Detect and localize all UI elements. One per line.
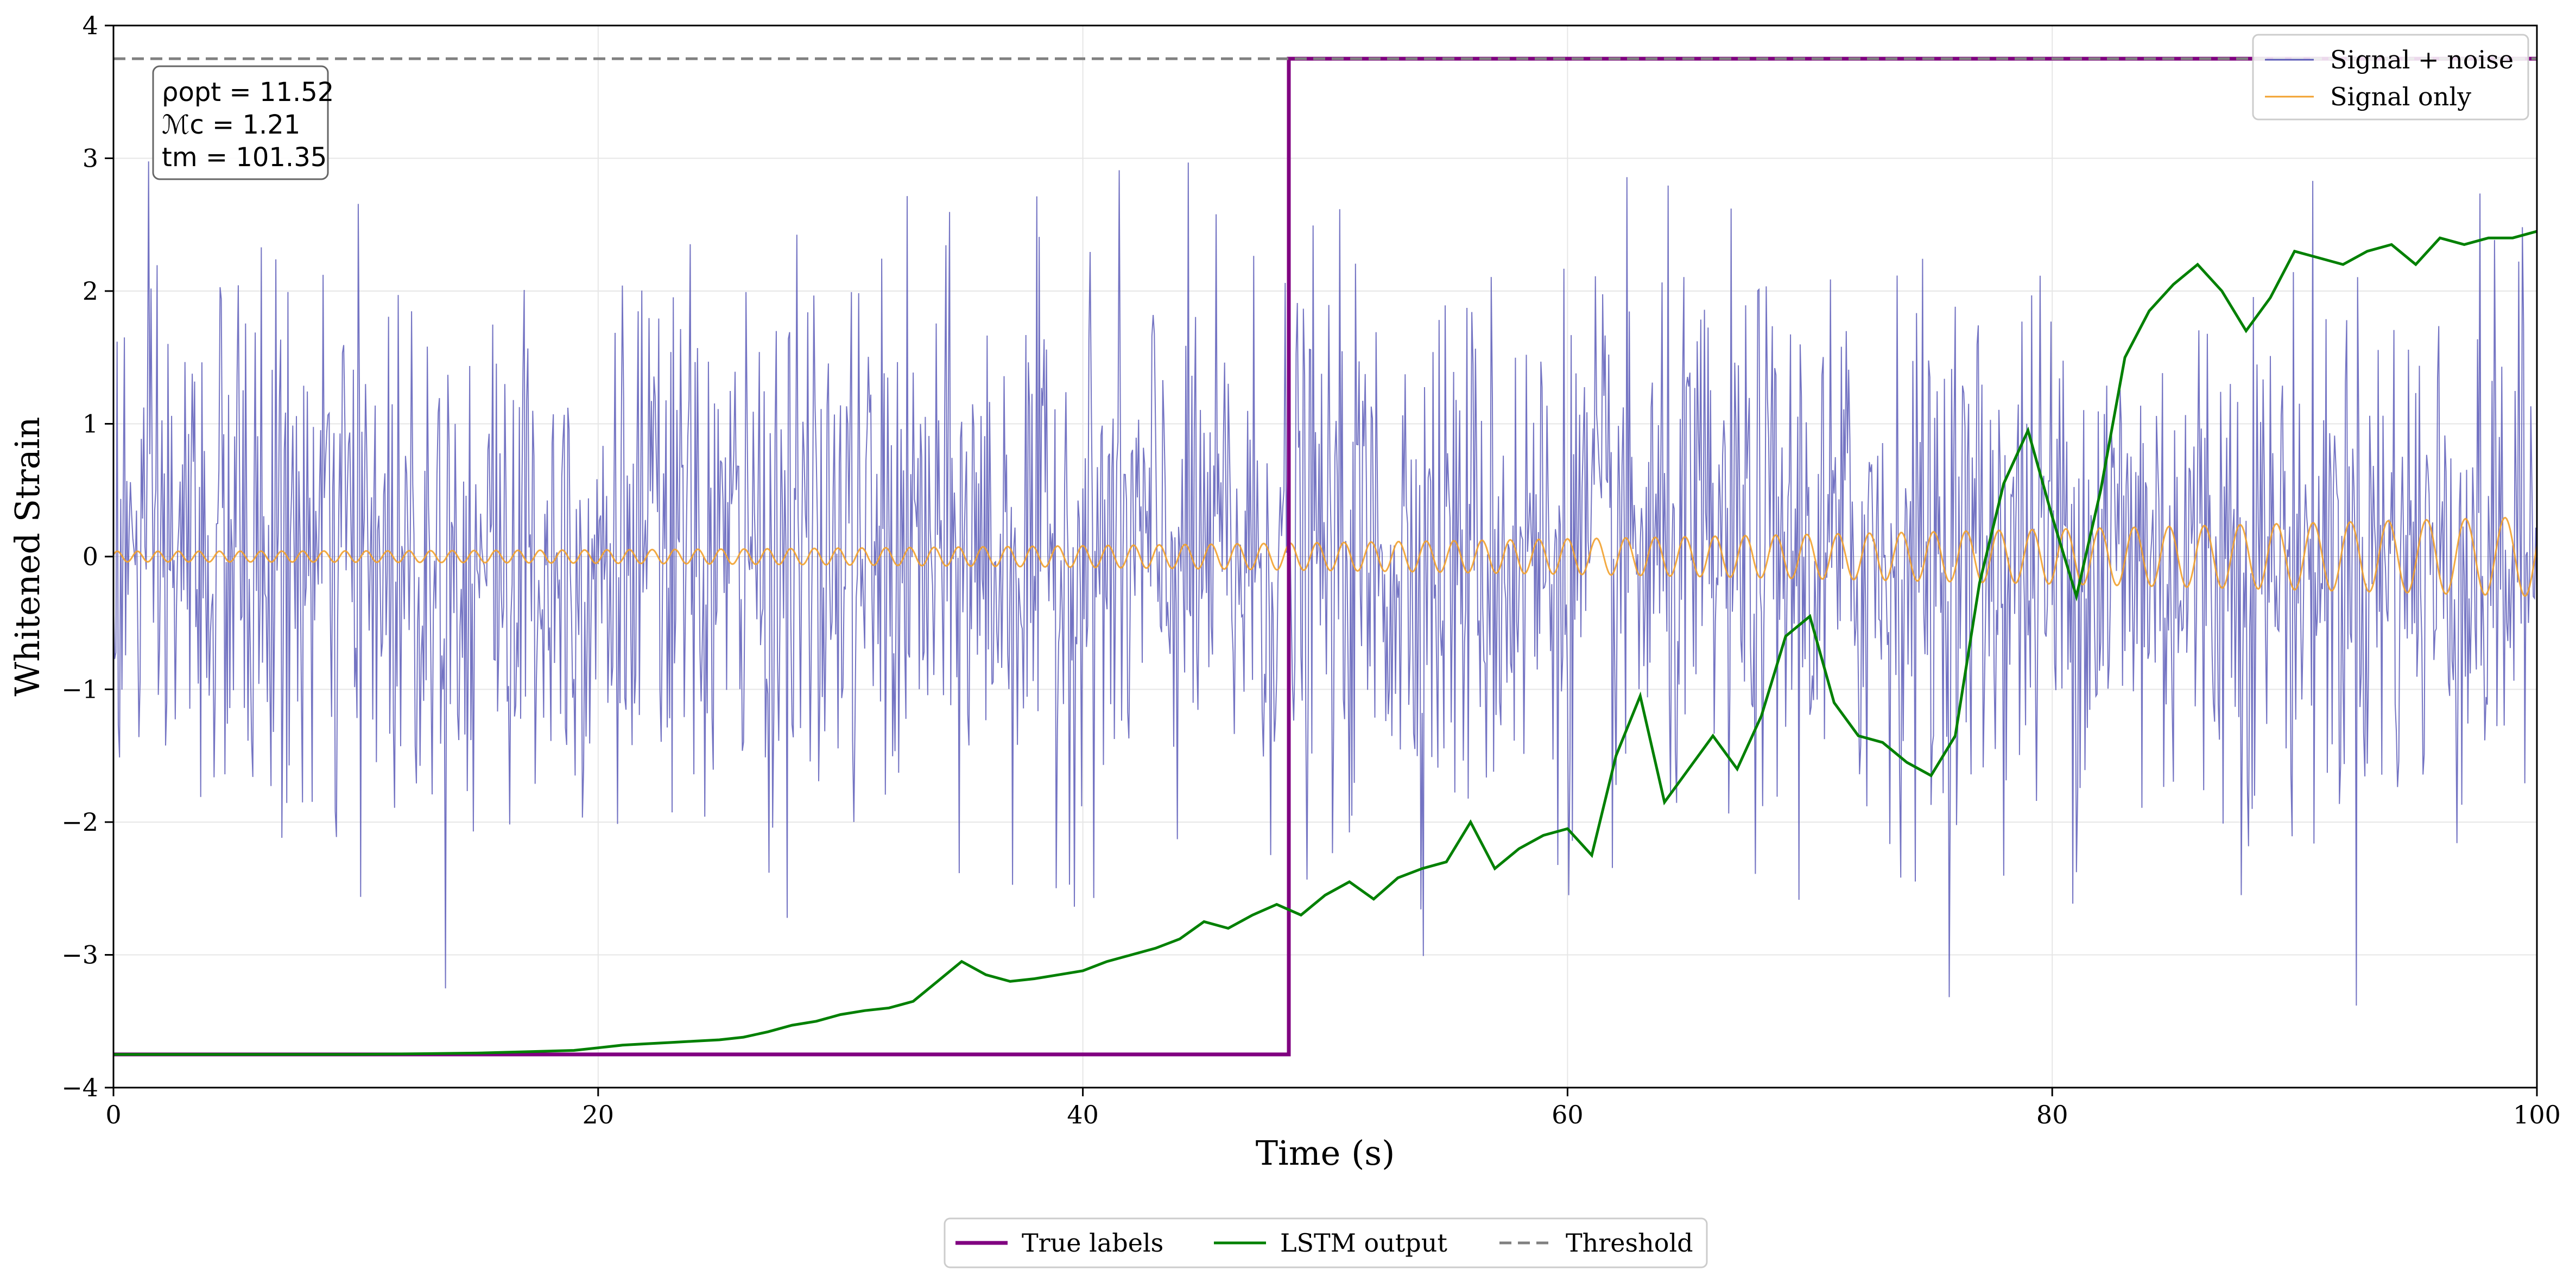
annotation-frame — [152, 65, 329, 180]
legend-label-signal-noise: Signal + noise — [2330, 45, 2514, 74]
series-signal-only — [113, 516, 2537, 597]
x-tick-label: 40 — [1067, 1100, 1099, 1129]
y-tick-label: −3 — [61, 940, 98, 970]
legend-label-signal-only: Signal only — [2330, 82, 2471, 111]
legend-lower-frame — [944, 1217, 1708, 1268]
y-tick-label: −2 — [61, 807, 98, 837]
legend-label-lstm-output: LSTM output — [1280, 1228, 1447, 1258]
series-signal-noise — [113, 161, 2537, 1006]
axis-ticks: 0 20 40 60 80 100 −4 −3 −2 −1 0 1 2 3 4 — [61, 11, 2561, 1129]
x-tick-label: 60 — [1552, 1100, 1584, 1129]
series-lstm-output — [113, 230, 2537, 1056]
x-axis-label: Time (s) — [1256, 1133, 1395, 1173]
annotation-rho-opt: ρopt = 11.52 — [162, 77, 334, 108]
y-axis-label: Whitened Strain — [8, 417, 47, 697]
legend-label-threshold: Threshold — [1566, 1228, 1693, 1258]
parameter-annotation: ρopt = 11.52 ℳc = 1.21 tm = 101.35 — [152, 65, 334, 180]
legend-lower: True labels LSTM output Threshold — [944, 1217, 1708, 1268]
y-tick-label: 3 — [83, 144, 98, 173]
annotation-chirp-mass: ℳc = 1.21 — [162, 110, 300, 140]
x-tick-label: 100 — [2513, 1100, 2561, 1129]
legend-label-true-labels: True labels — [1022, 1228, 1163, 1258]
y-tick-label: 2 — [83, 276, 98, 306]
plot-area — [113, 56, 2537, 1057]
legend-upper-frame — [2252, 34, 2529, 121]
y-tick-label: 4 — [83, 11, 98, 40]
y-tick-label: −4 — [61, 1073, 98, 1102]
y-tick-label: 1 — [83, 409, 98, 439]
legend-upper: Signal + noise Signal only — [2252, 34, 2529, 121]
y-tick-label: −1 — [61, 675, 98, 704]
x-tick-label: 20 — [583, 1100, 615, 1129]
y-tick-label: 0 — [83, 542, 98, 571]
annotation-merger-time: tm = 101.35 — [162, 142, 327, 173]
x-tick-label: 80 — [2036, 1100, 2068, 1129]
x-tick-label: 0 — [105, 1100, 121, 1129]
